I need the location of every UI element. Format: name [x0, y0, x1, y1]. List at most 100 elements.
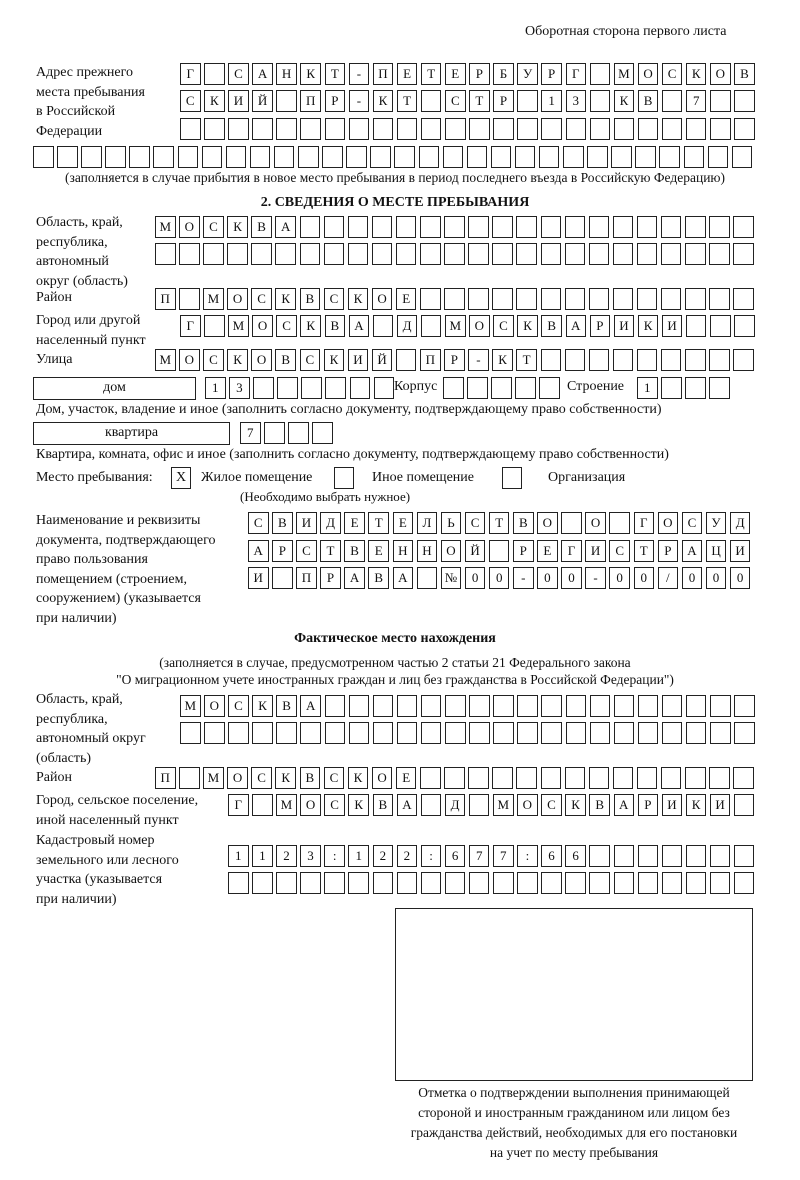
char-cell[interactable] — [468, 872, 490, 894]
char-cell[interactable] — [685, 288, 706, 310]
char-cell[interactable] — [323, 243, 345, 265]
char-cell[interactable] — [493, 872, 514, 894]
char-cell[interactable] — [733, 349, 754, 371]
char-cell[interactable]: : — [324, 845, 345, 867]
char-cell[interactable] — [129, 146, 150, 168]
char-cell[interactable] — [467, 377, 488, 399]
char-cell[interactable]: 1 — [252, 845, 273, 867]
char-cell[interactable]: О — [517, 794, 538, 816]
char-cell[interactable] — [252, 118, 273, 140]
char-cell[interactable]: В — [513, 512, 534, 534]
char-cell[interactable] — [252, 722, 273, 744]
char-cell[interactable] — [587, 146, 608, 168]
organization-checkbox[interactable] — [502, 467, 522, 489]
char-cell[interactable] — [612, 216, 634, 238]
char-cell[interactable]: О — [371, 288, 393, 310]
char-cell[interactable]: С — [296, 540, 317, 562]
char-cell[interactable]: Т — [516, 349, 537, 371]
char-cell[interactable]: 1 — [348, 845, 369, 867]
char-cell[interactable] — [588, 349, 610, 371]
char-cell[interactable] — [347, 216, 369, 238]
char-cell[interactable] — [709, 872, 731, 894]
char-cell[interactable] — [709, 216, 730, 238]
char-cell[interactable]: Й — [464, 540, 486, 562]
char-cell[interactable] — [177, 146, 199, 168]
char-cell[interactable]: Е — [392, 512, 414, 534]
char-cell[interactable] — [561, 512, 582, 534]
char-cell[interactable]: С — [493, 315, 514, 337]
char-cell[interactable] — [249, 146, 271, 168]
char-cell[interactable] — [348, 872, 369, 894]
char-cell[interactable]: Д — [729, 512, 751, 534]
char-cell[interactable]: Т — [633, 540, 654, 562]
char-cell[interactable]: С — [323, 288, 345, 310]
char-cell[interactable]: С — [299, 349, 321, 371]
char-cell[interactable]: Г — [228, 794, 249, 816]
char-cell[interactable] — [637, 695, 659, 717]
char-cell[interactable] — [516, 216, 537, 238]
char-cell[interactable] — [541, 722, 562, 744]
char-cell[interactable] — [564, 349, 586, 371]
char-cell[interactable] — [204, 63, 225, 85]
char-cell[interactable] — [613, 722, 635, 744]
char-cell[interactable] — [420, 872, 442, 894]
char-cell[interactable] — [613, 118, 635, 140]
char-cell[interactable]: Р — [493, 90, 514, 112]
char-cell[interactable]: 7 — [468, 845, 490, 867]
char-cell[interactable]: Л — [416, 512, 438, 534]
char-cell[interactable] — [253, 377, 274, 399]
char-cell[interactable] — [685, 216, 706, 238]
char-cell[interactable]: С — [228, 695, 249, 717]
char-cell[interactable] — [420, 118, 442, 140]
char-cell[interactable]: К — [372, 90, 394, 112]
char-cell[interactable]: Е — [396, 63, 418, 85]
char-cell[interactable]: 3 — [565, 90, 586, 112]
char-cell[interactable]: Н — [416, 540, 438, 562]
char-cell[interactable] — [372, 722, 394, 744]
char-cell[interactable]: 7 — [685, 90, 707, 112]
char-cell[interactable] — [444, 872, 466, 894]
char-cell[interactable] — [466, 146, 488, 168]
char-cell[interactable]: Р — [272, 540, 293, 562]
char-cell[interactable] — [540, 216, 561, 238]
char-cell[interactable] — [538, 146, 560, 168]
char-cell[interactable] — [540, 349, 561, 371]
char-cell[interactable]: - — [585, 567, 606, 589]
char-cell[interactable] — [444, 767, 465, 789]
char-cell[interactable] — [468, 243, 489, 265]
char-cell[interactable]: П — [155, 767, 176, 789]
char-cell[interactable]: : — [420, 845, 442, 867]
building-row[interactable]: 1 — [637, 377, 733, 399]
char-cell[interactable]: О — [637, 63, 659, 85]
char-cell[interactable] — [272, 567, 293, 589]
char-cell[interactable]: Г — [180, 315, 201, 337]
char-cell[interactable]: Т — [396, 90, 418, 112]
char-cell[interactable]: О — [227, 767, 248, 789]
char-cell[interactable] — [298, 146, 319, 168]
char-cell[interactable] — [733, 288, 754, 310]
char-cell[interactable]: 2 — [372, 845, 394, 867]
char-cell[interactable] — [710, 118, 731, 140]
char-cell[interactable] — [323, 216, 345, 238]
char-cell[interactable]: О — [300, 794, 321, 816]
char-cell[interactable]: М — [155, 216, 176, 238]
char-cell[interactable] — [613, 845, 634, 867]
char-cell[interactable]: К — [565, 794, 586, 816]
char-cell[interactable]: К — [517, 315, 538, 337]
char-cell[interactable] — [589, 722, 611, 744]
char-cell[interactable] — [637, 118, 659, 140]
char-cell[interactable]: 6 — [541, 845, 562, 867]
char-cell[interactable]: Т — [469, 90, 490, 112]
char-cell[interactable]: О — [251, 349, 272, 371]
char-cell[interactable] — [637, 722, 659, 744]
char-cell[interactable] — [225, 146, 247, 168]
char-cell[interactable] — [33, 146, 54, 168]
char-cell[interactable]: И — [729, 540, 751, 562]
char-cell[interactable] — [155, 243, 176, 265]
char-cell[interactable]: В — [637, 90, 659, 112]
char-cell[interactable] — [445, 722, 466, 744]
